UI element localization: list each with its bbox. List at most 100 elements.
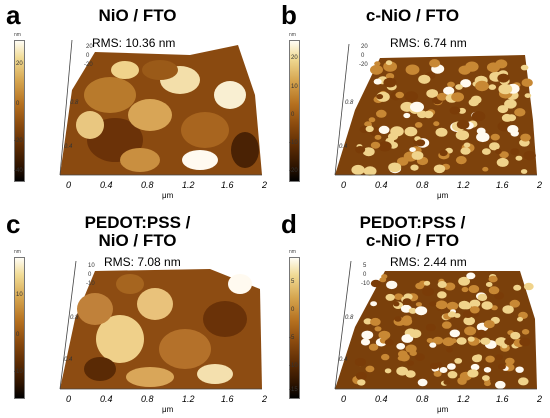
grain bbox=[409, 350, 417, 356]
grain bbox=[518, 377, 529, 386]
grain bbox=[514, 108, 526, 117]
grain bbox=[429, 59, 441, 68]
colorbar-tick: 20 bbox=[16, 61, 23, 67]
grain bbox=[457, 377, 466, 384]
grain bbox=[370, 301, 377, 307]
z-tick: -20 bbox=[359, 62, 368, 68]
z-tick: 20 bbox=[361, 44, 368, 50]
grain bbox=[437, 281, 447, 288]
grain bbox=[385, 60, 393, 66]
grain bbox=[476, 132, 490, 143]
surface-grains bbox=[77, 274, 252, 387]
x-tick: 0.4 bbox=[375, 180, 388, 190]
x-unit: μm bbox=[437, 405, 449, 414]
grain bbox=[477, 293, 488, 301]
grain bbox=[364, 121, 372, 127]
grain bbox=[354, 357, 366, 367]
grain bbox=[458, 276, 470, 286]
grain bbox=[414, 353, 425, 361]
grain bbox=[455, 130, 470, 141]
surface-grains bbox=[352, 272, 534, 389]
panel-letter: b bbox=[281, 0, 297, 30]
y-tick: 0.4 bbox=[64, 357, 73, 363]
grain bbox=[483, 320, 495, 329]
grain bbox=[469, 299, 481, 308]
x-tick: 1.6 bbox=[496, 180, 509, 190]
grain bbox=[426, 338, 434, 343]
grain bbox=[463, 316, 475, 326]
grain bbox=[394, 293, 403, 300]
colorbar-tick: -20 bbox=[14, 138, 23, 144]
colorbar-tick: -40 bbox=[14, 168, 23, 174]
grain bbox=[437, 291, 447, 299]
grain bbox=[464, 326, 477, 336]
grain bbox=[466, 272, 476, 280]
grain bbox=[502, 305, 514, 314]
colorbar-tick: 0 bbox=[291, 112, 295, 118]
panel-letter: d bbox=[281, 209, 297, 239]
z-tick: -20 bbox=[84, 62, 93, 68]
x-tick: 1.6 bbox=[221, 180, 234, 190]
grain bbox=[510, 331, 521, 340]
z-tick: 0 bbox=[361, 53, 365, 59]
x-tick: 0.8 bbox=[416, 180, 429, 190]
grain bbox=[401, 334, 414, 343]
x-unit: μm bbox=[437, 191, 449, 200]
x-tick: 0 bbox=[341, 180, 347, 190]
grain bbox=[497, 105, 509, 114]
grain bbox=[470, 95, 482, 104]
y-tick: 0.4 bbox=[64, 144, 73, 150]
grain bbox=[415, 302, 422, 307]
grain bbox=[462, 302, 472, 310]
grain bbox=[463, 142, 471, 148]
panel-letter: c bbox=[6, 209, 21, 239]
grain bbox=[403, 112, 411, 119]
x-unit: μm bbox=[162, 405, 174, 414]
panel-title-line-1: PEDOT:PSS / bbox=[359, 213, 466, 232]
z-tick: -10 bbox=[361, 281, 370, 287]
grain bbox=[373, 78, 382, 85]
grain bbox=[390, 126, 404, 137]
x-tick: 1.2 bbox=[182, 180, 195, 190]
grain bbox=[430, 362, 439, 370]
colorbar-tick: 10 bbox=[16, 292, 23, 298]
grain bbox=[436, 92, 448, 101]
grain bbox=[415, 139, 426, 147]
grain bbox=[490, 133, 500, 141]
colorbar-tick: -15 bbox=[289, 387, 298, 393]
grain bbox=[397, 355, 405, 361]
grain bbox=[505, 357, 515, 365]
grain bbox=[485, 355, 495, 363]
grain bbox=[444, 282, 456, 291]
panel-c: c PEDOT:PSS / NiO / FTO RMS: 7.08 nm nm … bbox=[0, 209, 275, 418]
grain bbox=[385, 73, 395, 80]
rms-label: RMS: 6.74 nm bbox=[390, 36, 467, 50]
grain bbox=[400, 317, 413, 326]
grain bbox=[376, 109, 387, 118]
z-tick: 0 bbox=[86, 53, 90, 59]
grain bbox=[504, 338, 514, 346]
grain bbox=[488, 275, 498, 283]
panel-title-line-2: NiO / FTO bbox=[98, 231, 177, 250]
grain bbox=[481, 301, 493, 310]
grain bbox=[374, 61, 381, 66]
grain bbox=[374, 134, 382, 140]
panel-title: c-NiO / FTO bbox=[365, 6, 460, 25]
grain bbox=[433, 370, 442, 377]
panel-title-line-2: c-NiO / FTO bbox=[365, 231, 460, 250]
grain bbox=[469, 306, 480, 314]
y-tick: 0.4 bbox=[339, 357, 348, 363]
grain bbox=[475, 329, 487, 338]
grain bbox=[513, 284, 522, 291]
grain bbox=[510, 148, 520, 156]
grain bbox=[485, 282, 493, 287]
grain bbox=[458, 65, 471, 75]
grain bbox=[491, 305, 498, 311]
grain bbox=[447, 371, 458, 379]
panel-letter: a bbox=[6, 0, 21, 30]
colorbar-tick: 0 bbox=[16, 332, 20, 338]
surface-grains bbox=[76, 60, 259, 172]
grain bbox=[509, 299, 520, 308]
grain bbox=[454, 358, 463, 364]
colorbar bbox=[14, 40, 25, 182]
